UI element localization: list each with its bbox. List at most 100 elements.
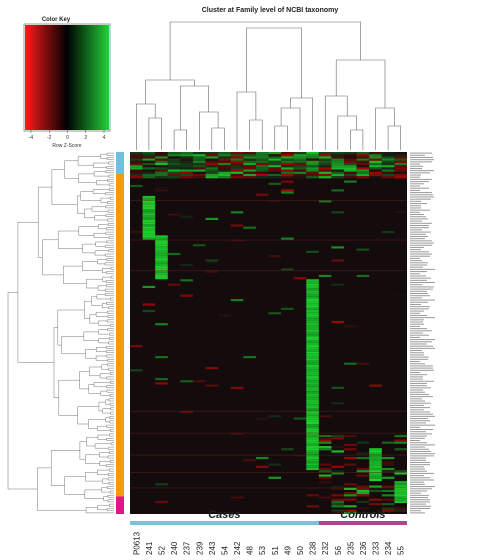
heatmap-cell bbox=[281, 448, 294, 451]
heatmap-cell bbox=[230, 167, 244, 170]
heatmap-cell bbox=[167, 171, 181, 174]
heatmap-cell bbox=[356, 485, 370, 488]
heatmap-cell bbox=[306, 432, 319, 436]
heatmap-cell bbox=[381, 470, 395, 473]
heatmap-cell bbox=[155, 257, 168, 260]
heatmap-cell bbox=[306, 331, 319, 335]
heatmap-cell bbox=[142, 206, 156, 210]
heatmap-cell bbox=[293, 167, 307, 170]
heatmap-cell bbox=[192, 171, 206, 174]
dendrogram-branch bbox=[105, 205, 114, 209]
heatmap-cell bbox=[167, 162, 181, 166]
row-label bbox=[410, 277, 431, 279]
heatmap-cell bbox=[331, 158, 345, 161]
heatmap-cell bbox=[394, 448, 407, 451]
heatmap-cell bbox=[306, 369, 319, 372]
heatmap-cell bbox=[381, 167, 395, 170]
dendrogram-branch bbox=[98, 224, 109, 230]
heatmap-cell bbox=[381, 176, 395, 179]
heatmap-cell bbox=[142, 176, 156, 179]
heatmap-cell bbox=[218, 314, 231, 317]
dendrogram-branch bbox=[106, 152, 114, 156]
row-label bbox=[410, 466, 424, 468]
row-label bbox=[410, 308, 429, 310]
row-label bbox=[410, 429, 433, 431]
dendrogram-branch bbox=[96, 425, 111, 431]
dendrogram-branch bbox=[105, 464, 114, 468]
dendrogram-branch bbox=[109, 451, 114, 454]
heatmap-cell bbox=[281, 173, 294, 177]
heatmap-cell bbox=[331, 173, 345, 177]
row-label bbox=[410, 238, 425, 240]
heatmap-cell bbox=[369, 452, 382, 455]
heatmap-cell bbox=[155, 250, 168, 253]
dendrogram-branch bbox=[335, 59, 386, 108]
heatmap-cell bbox=[381, 169, 395, 172]
heatmap-cell bbox=[369, 485, 382, 488]
row-label bbox=[410, 235, 428, 237]
row-label bbox=[410, 450, 431, 452]
heatmap-cell bbox=[318, 439, 332, 442]
row-label bbox=[410, 159, 434, 161]
heatmap-cell bbox=[331, 246, 345, 249]
row-label bbox=[410, 262, 428, 264]
heatmap-cell bbox=[306, 421, 319, 425]
row-label bbox=[410, 161, 432, 163]
dendrogram-branch bbox=[106, 376, 114, 380]
column-labels: P0613 241 52 240 237 239 243 54 242 48 53 51 49 50 238… bbox=[132, 531, 405, 555]
row-label bbox=[410, 341, 432, 343]
heatmap-cell bbox=[306, 437, 319, 440]
row-label bbox=[410, 181, 429, 183]
heatmap-cell bbox=[255, 156, 269, 159]
row-label bbox=[410, 483, 425, 485]
row-label bbox=[410, 404, 424, 406]
row-label bbox=[410, 286, 434, 288]
heatmap-cell bbox=[306, 428, 319, 431]
group-bar bbox=[130, 521, 319, 525]
heatmap-cell bbox=[306, 443, 319, 446]
heatmap-cell bbox=[306, 301, 319, 304]
heatmap-cell bbox=[369, 160, 382, 163]
heatmap-cell bbox=[381, 503, 395, 506]
heatmap-cell bbox=[205, 169, 219, 172]
dendrogram-branch bbox=[100, 197, 111, 203]
heatmap-cell bbox=[155, 483, 168, 486]
heatmap-cell bbox=[281, 152, 294, 155]
heatmap-cell bbox=[306, 283, 319, 286]
heatmap-cell bbox=[306, 424, 319, 427]
heatmap-cell bbox=[344, 505, 357, 508]
dendrogram-branch bbox=[106, 302, 114, 305]
heatmap-cell bbox=[130, 345, 143, 348]
heatmap-cell bbox=[192, 380, 206, 383]
row-side-color-band bbox=[116, 152, 124, 174]
color-key-tick-label: -4 bbox=[29, 135, 34, 141]
row-label bbox=[410, 336, 420, 338]
dendrogram-branch bbox=[109, 402, 114, 406]
heatmap-cell bbox=[344, 173, 357, 177]
heatmap-cell bbox=[281, 189, 294, 192]
heatmap-cell bbox=[142, 204, 156, 207]
heatmap-cell bbox=[255, 456, 269, 460]
heatmap-cell bbox=[306, 307, 319, 310]
dendrogram-branch bbox=[110, 407, 114, 411]
row-side-color-band bbox=[116, 496, 124, 514]
dendrogram-branch bbox=[94, 443, 111, 449]
dendrogram-branch bbox=[98, 329, 110, 335]
dendrogram-branch bbox=[249, 119, 263, 150]
heatmap-cell bbox=[306, 303, 319, 306]
row-label bbox=[410, 192, 432, 194]
heatmap-cell bbox=[167, 152, 181, 155]
row-label bbox=[410, 306, 430, 308]
dendrogram-branch bbox=[102, 408, 111, 414]
heatmap-cell bbox=[306, 467, 319, 471]
column-label: 235 bbox=[346, 541, 355, 555]
row-label bbox=[410, 382, 427, 384]
heatmap-cell bbox=[155, 167, 168, 170]
dendrogram-branch bbox=[109, 503, 114, 507]
row-label bbox=[410, 268, 435, 270]
heatmap-cell bbox=[344, 456, 357, 460]
heatmap-cell bbox=[394, 160, 407, 163]
heatmap-cell bbox=[293, 162, 307, 166]
dendrogram-branch bbox=[98, 338, 110, 344]
row-label bbox=[410, 207, 421, 209]
